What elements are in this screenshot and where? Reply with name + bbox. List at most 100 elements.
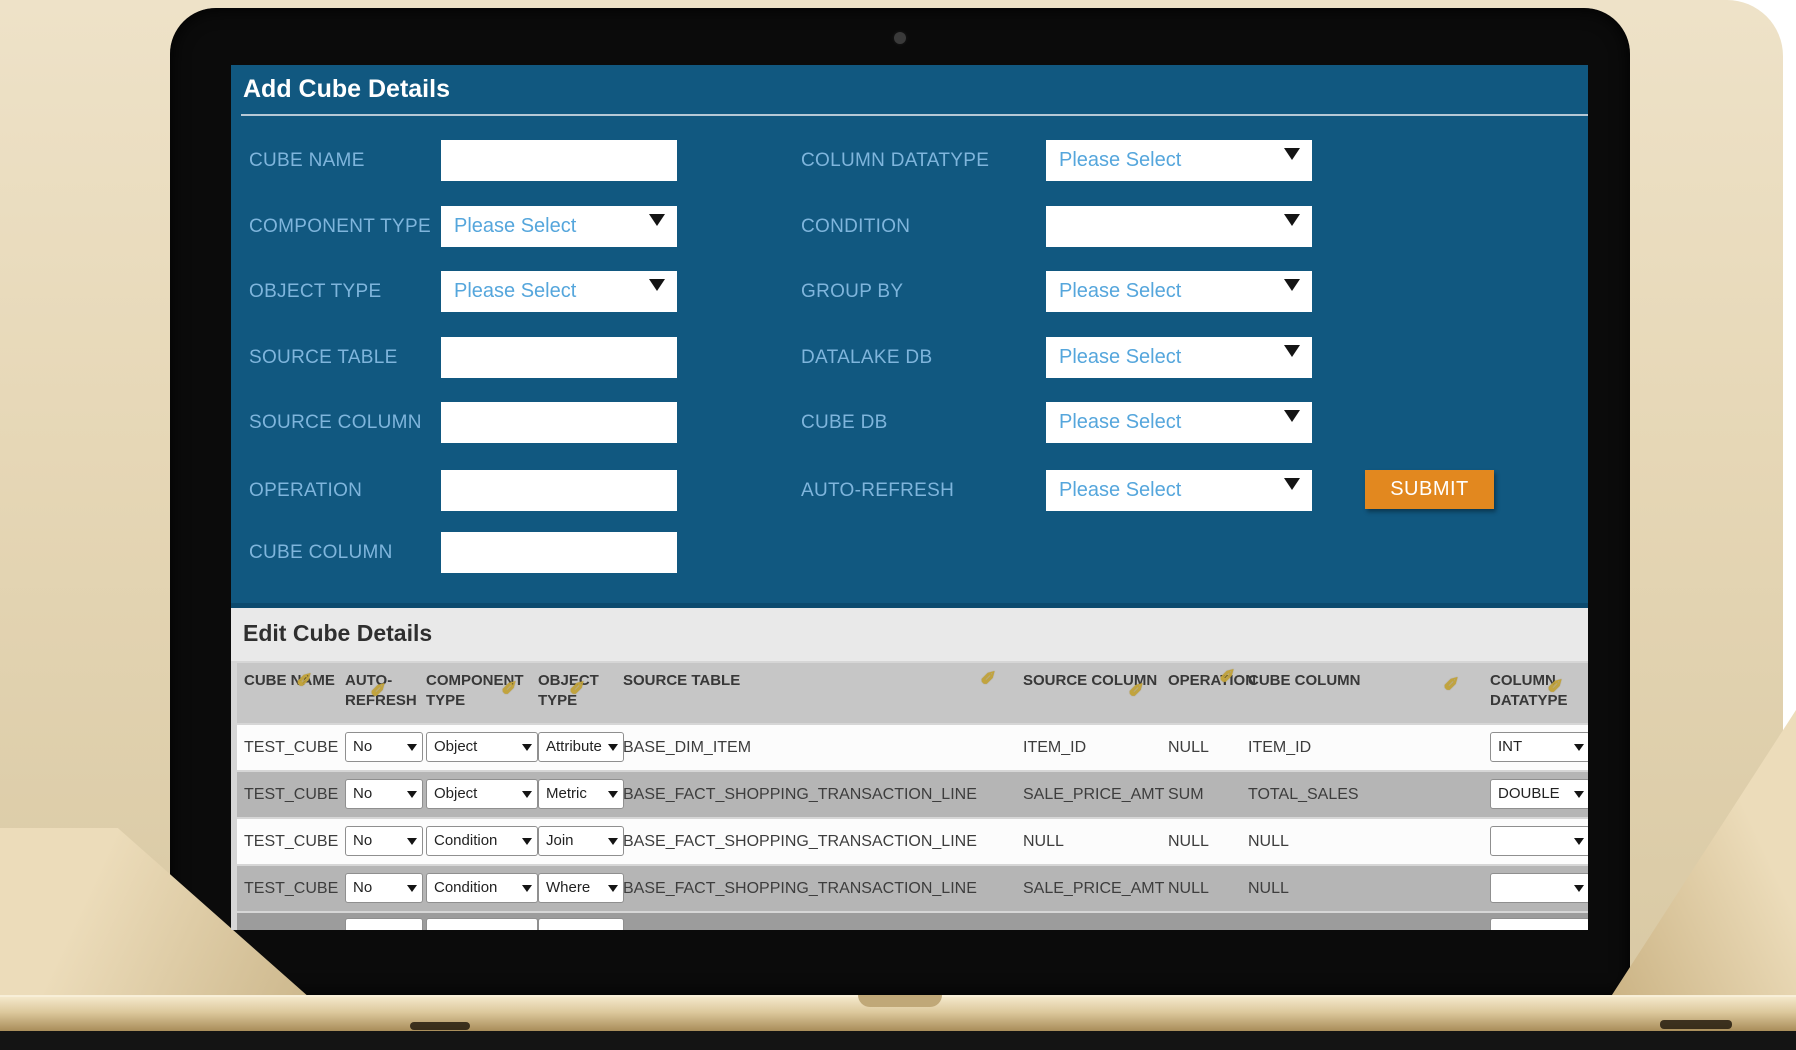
cube-name-cell: TEST_CUBE [244, 739, 339, 756]
object-type-row-select[interactable]: Attribute [538, 732, 624, 762]
auto-refresh-row-select[interactable]: No [345, 732, 423, 762]
caret-down-icon [1284, 478, 1300, 490]
cube-column-cell: ITEM_ID [1248, 739, 1312, 756]
column-datatype-label: COLUMN DATATYPE [801, 150, 990, 171]
source-column-cell: ITEM_ID [1023, 739, 1087, 756]
caret-down-icon [522, 744, 532, 751]
add-cube-details-panel: Add Cube Details CUBE NAME COMPONENT TYP… [231, 65, 1588, 608]
column-datatype-row-select[interactable]: INT [1490, 732, 1588, 762]
object-type-row-select[interactable]: Join [538, 826, 624, 856]
edit-title-bar: Edit Cube Details [231, 608, 1588, 661]
caret-down-icon [1574, 744, 1584, 751]
table-row: TEST_CUBE No Object Attribute BASE_DIM_I… [237, 725, 1588, 770]
cube-column-cell: NULL [1248, 833, 1289, 850]
component-type-select[interactable]: Please Select [441, 206, 677, 247]
caret-down-icon [649, 214, 665, 226]
cube-column-cell: NULL [1248, 880, 1289, 897]
divider [241, 114, 1588, 116]
cube-name-cell: TEST_CUBE [244, 833, 339, 850]
source-column-cell: SALE_PRICE_AMT [1023, 786, 1165, 803]
column-datatype-select[interactable]: Please Select [1046, 140, 1312, 181]
caret-down-icon [1284, 410, 1300, 422]
datalake-db-label: DATALAKE DB [801, 347, 933, 368]
pencil-icon[interactable]: ✎ [500, 679, 522, 696]
page-title: Add Cube Details [243, 75, 450, 103]
cube-name-input[interactable] [441, 140, 677, 181]
pencil-icon[interactable]: ✎ [1442, 675, 1464, 692]
auto-refresh-row-select[interactable]: No [345, 826, 423, 856]
pencil-icon[interactable]: ✎ [369, 681, 391, 698]
cube-name-cell: TEST_CUBE [244, 786, 339, 803]
column-datatype-row-select[interactable] [1490, 873, 1588, 903]
pencil-icon[interactable]: ✎ [1218, 667, 1240, 684]
component-type-label: COMPONENT TYPE [249, 216, 431, 237]
pencil-icon[interactable]: ✎ [1127, 681, 1149, 698]
background [1783, 0, 1796, 713]
cube-db-select[interactable]: Please Select [1046, 402, 1312, 443]
auto-refresh-row-select[interactable]: No [345, 873, 423, 903]
table-row: TEST_CUBE No Object Metric BASE_FACT_SHO… [237, 772, 1588, 817]
source-table-cell: BASE_DIM_ITEM [623, 739, 752, 756]
column-datatype-row-select[interactable] [1490, 826, 1588, 856]
condition-select[interactable] [1046, 206, 1312, 247]
cube-db-label: CUBE DB [801, 412, 888, 433]
table-header: CUBE NAME ✎ AUTO-REFRESH ✎ COMPONENT TYP… [237, 663, 1588, 723]
pencil-icon[interactable]: ✎ [979, 669, 1001, 686]
cube-name-cell: TEST_CUBE [244, 880, 339, 897]
source-table-input[interactable] [441, 337, 677, 378]
component-type-row-select[interactable]: Condition [426, 873, 538, 903]
column-header: CUBE COLUMN [1248, 672, 1361, 689]
caret-down-icon [1284, 345, 1300, 357]
caret-down-icon [608, 791, 618, 798]
group-by-label: GROUP BY [801, 281, 904, 302]
auto-refresh-label: AUTO-REFRESH [801, 480, 955, 501]
component-type-row-select[interactable]: Condition [426, 826, 538, 856]
auto-refresh-select[interactable]: Please Select [1046, 470, 1312, 511]
pencil-icon[interactable]: ✎ [295, 671, 317, 688]
datalake-db-select[interactable]: Please Select [1046, 337, 1312, 378]
column-datatype-row-select[interactable] [1490, 918, 1588, 930]
caret-down-icon [407, 744, 417, 751]
caret-down-icon [1574, 838, 1584, 845]
caret-down-icon [1574, 791, 1584, 798]
object-type-select[interactable]: Please Select [441, 271, 677, 312]
table-row: TEST_CUBE No Condition Join BASE_FACT_SH… [237, 819, 1588, 864]
operation-cell: NULL [1168, 739, 1209, 756]
condition-label: CONDITION [801, 216, 911, 237]
cube-column-input[interactable] [441, 532, 677, 573]
caret-down-icon [407, 791, 417, 798]
operation-input[interactable] [441, 470, 677, 511]
object-type-row-select[interactable]: Where [538, 873, 624, 903]
column-header: AUTO-REFRESH [345, 672, 417, 709]
component-type-row-select[interactable]: Object [426, 779, 538, 809]
source-column-cell: NULL [1023, 833, 1064, 850]
column-header: SOURCE COLUMN [1023, 672, 1158, 689]
object-type-row-select[interactable] [538, 918, 624, 930]
caret-down-icon [608, 744, 618, 751]
section-title: Edit Cube Details [243, 620, 433, 646]
caret-down-icon [608, 838, 618, 845]
auto-refresh-row-select[interactable]: No [345, 779, 423, 809]
pencil-icon[interactable]: ✎ [1546, 677, 1568, 694]
auto-refresh-row-select[interactable] [345, 918, 423, 930]
operation-cell: NULL [1168, 833, 1209, 850]
object-type-row-select[interactable]: Metric [538, 779, 624, 809]
laptop-foot [1660, 1020, 1732, 1029]
table-row: TEST_CUBE No Condition Where BASE_FACT_S… [237, 866, 1588, 911]
submit-button[interactable]: SUBMIT [1365, 470, 1494, 509]
column-datatype-row-select[interactable]: DOUBLE [1490, 779, 1588, 809]
table-row-partial [237, 913, 1588, 930]
operation-label: OPERATION [249, 480, 363, 501]
caret-down-icon [1574, 885, 1584, 892]
source-table-cell: BASE_FACT_SHOPPING_TRANSACTION_LINE [623, 786, 977, 803]
component-type-row-select[interactable] [426, 918, 538, 930]
component-type-row-select[interactable]: Object [426, 732, 538, 762]
group-by-select[interactable]: Please Select [1046, 271, 1312, 312]
edit-cube-details-section: Edit Cube Details CUBE NAME ✎ AUTO-REFRE… [231, 608, 1588, 930]
caret-down-icon [1284, 279, 1300, 291]
pencil-icon[interactable]: ✎ [568, 679, 590, 696]
operation-cell: NULL [1168, 880, 1209, 897]
caret-down-icon [522, 791, 532, 798]
cube-column-cell: TOTAL_SALES [1248, 786, 1359, 803]
source-column-input[interactable] [441, 402, 677, 443]
